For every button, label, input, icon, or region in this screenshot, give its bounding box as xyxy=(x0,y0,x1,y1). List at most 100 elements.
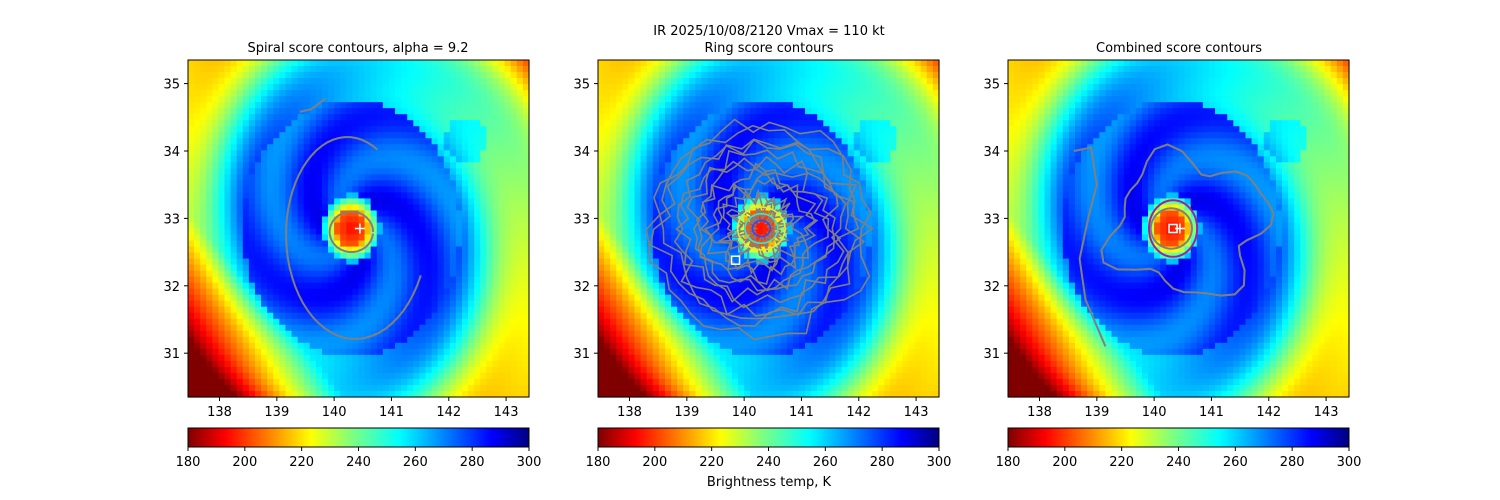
heatmap-cell xyxy=(695,126,703,133)
heatmap-cell xyxy=(382,336,390,344)
heatmap-cell xyxy=(616,108,623,115)
heatmap-cell xyxy=(364,102,372,109)
heatmap-cell xyxy=(248,306,256,314)
heatmap-cell xyxy=(652,348,660,356)
heatmap-cell xyxy=(376,198,384,206)
heatmap-cell xyxy=(468,216,475,224)
heatmap-cell xyxy=(254,354,262,362)
heatmap-cell xyxy=(604,144,611,151)
heatmap-cell xyxy=(309,354,317,362)
heatmap-cell xyxy=(200,384,207,392)
heatmap-cell xyxy=(340,102,347,109)
heatmap-cell xyxy=(395,342,402,350)
heatmap-cell xyxy=(713,318,721,326)
heatmap-cell xyxy=(321,330,329,338)
heatmap-cell xyxy=(664,336,672,344)
heatmap-cell xyxy=(267,240,274,248)
heatmap-cell xyxy=(218,354,226,362)
heatmap-cell xyxy=(206,252,213,260)
heatmap-cell xyxy=(370,234,378,242)
heatmap-cell xyxy=(707,168,715,175)
heatmap-cell xyxy=(401,204,408,212)
heatmap-cell xyxy=(689,246,697,254)
heatmap-cell xyxy=(407,132,414,139)
heatmap-cell xyxy=(395,66,402,73)
heatmap-cell xyxy=(756,336,764,344)
heatmap-cell xyxy=(224,66,232,73)
heatmap-cell xyxy=(664,348,672,356)
heatmap-cell xyxy=(206,156,213,163)
heatmap-cell xyxy=(738,294,745,302)
heatmap-cell xyxy=(658,336,666,344)
heatmap-cell xyxy=(267,312,274,320)
heatmap-cell xyxy=(622,156,630,163)
heatmap-cell xyxy=(188,270,195,278)
heatmap-cell xyxy=(658,126,666,133)
heatmap-cell xyxy=(279,312,287,320)
heatmap-cell xyxy=(707,216,715,224)
heatmap-cell xyxy=(774,330,782,338)
heatmap-cell xyxy=(510,198,518,206)
heatmap-cell xyxy=(498,186,506,193)
heatmap-cell xyxy=(780,90,788,97)
heatmap-cell xyxy=(498,150,506,157)
heatmap-cell xyxy=(756,132,764,139)
heatmap-cell xyxy=(388,300,396,308)
colorbar-gradient xyxy=(187,427,530,448)
heatmap-cell xyxy=(756,84,764,91)
heatmap-cell xyxy=(598,366,605,374)
heatmap-cell xyxy=(480,390,487,398)
heatmap-cell xyxy=(206,264,213,272)
heatmap-cell xyxy=(504,90,512,97)
heatmap-cell xyxy=(762,186,770,193)
heatmap-cell xyxy=(468,108,475,115)
heatmap-cell xyxy=(671,324,678,332)
heatmap-cell xyxy=(744,336,751,344)
heatmap-cell xyxy=(230,336,238,344)
heatmap-cell xyxy=(522,222,530,230)
heatmap-cell xyxy=(713,294,721,302)
heatmap-cell xyxy=(407,252,414,260)
heatmap-cell xyxy=(486,282,494,290)
heatmap-cell xyxy=(388,240,396,248)
heatmap-cell xyxy=(194,384,201,392)
heatmap-cell xyxy=(358,144,366,151)
heatmap-cell xyxy=(236,126,244,133)
heatmap-cell xyxy=(328,246,335,254)
heatmap-cell xyxy=(242,300,250,308)
heatmap-cell xyxy=(382,264,390,272)
heatmap-cell xyxy=(407,246,414,254)
heatmap-cell xyxy=(462,348,469,356)
heatmap-cell xyxy=(303,198,311,206)
heatmap-cell xyxy=(321,252,329,260)
heatmap-cell xyxy=(522,174,530,181)
heatmap-cell xyxy=(628,102,636,109)
heatmap-cell xyxy=(738,360,745,368)
heatmap-cell xyxy=(683,312,690,320)
heatmap-cell xyxy=(449,216,457,224)
heatmap-cell xyxy=(462,282,469,290)
heatmap-cell xyxy=(224,60,232,67)
heatmap-cell xyxy=(279,198,287,206)
heatmap-cell xyxy=(297,66,305,73)
colorbar-tick-label: 240 xyxy=(346,455,371,470)
center-plus-marker xyxy=(354,223,365,234)
heatmap-cell xyxy=(462,84,469,91)
heatmap-cell xyxy=(762,342,770,350)
heatmap-cell xyxy=(713,120,721,127)
heatmap-cell xyxy=(346,354,354,362)
heatmap-cell xyxy=(206,222,213,230)
heatmap-cell xyxy=(315,378,323,386)
heatmap-cell xyxy=(652,324,660,332)
heatmap-cell xyxy=(437,336,445,344)
heatmap-cell xyxy=(658,348,666,356)
heatmap-cell xyxy=(273,234,280,242)
heatmap-cell xyxy=(455,228,463,236)
heatmap-cell xyxy=(786,384,794,392)
heatmap-cell xyxy=(616,168,623,175)
heatmap-cell xyxy=(616,150,623,157)
heatmap-cell xyxy=(419,360,427,368)
heatmap-cell xyxy=(689,294,697,302)
heatmap-cell xyxy=(646,78,654,85)
heatmap-cell xyxy=(731,246,739,254)
